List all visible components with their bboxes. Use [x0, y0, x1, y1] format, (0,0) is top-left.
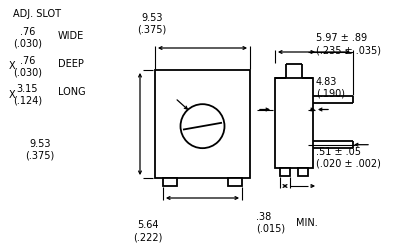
- Bar: [163, 178, 177, 186]
- Bar: [298, 168, 308, 176]
- Text: .38
(.015): .38 (.015): [256, 212, 285, 233]
- Text: .76
(.030): .76 (.030): [13, 27, 42, 49]
- Text: 5.64
(.222): 5.64 (.222): [133, 220, 163, 242]
- Text: 5.97 ± .89
(.235 ± .035): 5.97 ± .89 (.235 ± .035): [316, 33, 381, 55]
- Bar: [155, 70, 250, 178]
- Bar: [275, 78, 313, 168]
- Text: X: X: [9, 62, 16, 71]
- Bar: [280, 168, 290, 176]
- Text: 9.53
(.375): 9.53 (.375): [25, 139, 55, 161]
- Text: 3.15
(.124): 3.15 (.124): [13, 84, 42, 106]
- Text: .76
(.030): .76 (.030): [13, 56, 42, 77]
- Text: DEEP: DEEP: [58, 59, 84, 69]
- Text: ADJ. SLOT: ADJ. SLOT: [13, 9, 61, 18]
- Text: .51 ± .05
(.020 ± .002): .51 ± .05 (.020 ± .002): [316, 147, 381, 168]
- Text: X: X: [9, 90, 16, 100]
- Text: WIDE: WIDE: [58, 31, 84, 41]
- Text: LONG: LONG: [58, 87, 86, 97]
- Text: 9.53
(.375): 9.53 (.375): [137, 13, 167, 34]
- Bar: [228, 178, 242, 186]
- Text: 4.83
(.190): 4.83 (.190): [316, 77, 345, 98]
- Text: MIN.: MIN.: [296, 218, 318, 228]
